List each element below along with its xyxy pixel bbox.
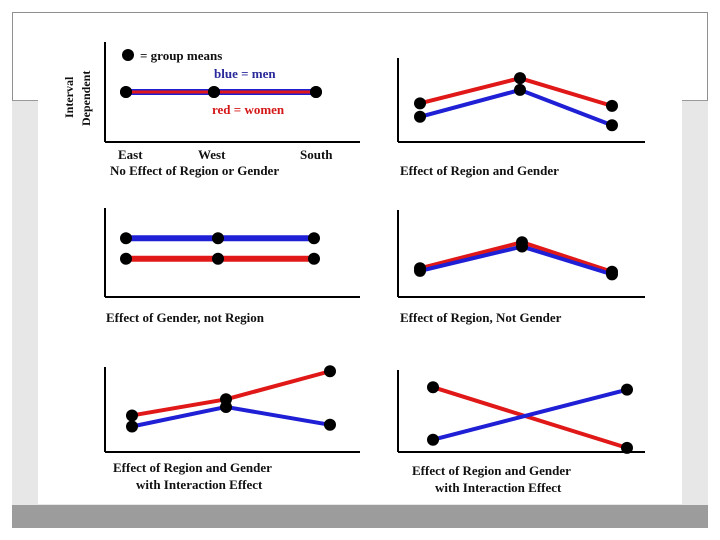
data-point-women: [324, 365, 336, 378]
data-point-women: [208, 86, 220, 98]
data-point-men: [120, 232, 132, 245]
panel-5-title-line-2: with Interaction Effect: [136, 477, 263, 492]
ylabel-line-1: Interval: [62, 76, 76, 118]
data-point-men: [212, 232, 224, 245]
data-point-women: [414, 97, 426, 110]
divider-left: [12, 100, 38, 101]
legend-marker-icon: [122, 49, 134, 61]
data-point-women: [308, 252, 320, 265]
panel-5-title: Effect of Region and Gender with Interac…: [113, 460, 272, 492]
data-point-men: [414, 264, 426, 277]
panel-6-title: Effect of Region and Gender with Interac…: [412, 463, 571, 495]
panel-6-title-line-1: Effect of Region and Gender: [412, 463, 571, 478]
divider-right: [682, 100, 708, 101]
data-point-women: [120, 86, 132, 98]
panel-1-title: No Effect of Region or Gender: [110, 163, 279, 178]
data-point-men: [126, 420, 138, 433]
data-point-women: [212, 252, 224, 265]
markers-layer: [120, 72, 633, 454]
x-tick-label: South: [300, 147, 333, 162]
series-line-women: [432, 385, 628, 450]
data-point-men: [427, 433, 439, 446]
x-tick-label: East: [118, 147, 143, 162]
data-point-women: [606, 99, 618, 112]
panel-3-title: Effect of Gender, not Region: [106, 310, 265, 325]
x-tick-label: West: [198, 147, 226, 162]
data-point-women: [310, 86, 322, 98]
panel-1-ylabel: Interval Dependent: [62, 71, 93, 126]
data-point-men: [220, 400, 232, 413]
data-point-men: [514, 83, 526, 96]
series-layer: [126, 76, 628, 450]
panel-5-title-line-1: Effect of Region and Gender: [113, 460, 272, 475]
data-point-women: [514, 72, 526, 85]
panel-1-xticks: East West South: [118, 147, 333, 162]
panel-6-title-line-2: with Interaction Effect: [435, 480, 562, 495]
data-point-men: [308, 232, 320, 245]
series-line-men: [432, 387, 628, 442]
data-point-men: [606, 119, 618, 132]
panel-1-legend: = group means blue = men red = women: [122, 48, 285, 117]
data-point-men: [606, 268, 618, 281]
data-point-women: [126, 409, 138, 422]
legend-women-label: red = women: [212, 102, 285, 117]
data-point-men: [621, 383, 633, 396]
ylabel-line-2: Dependent: [79, 71, 93, 126]
data-point-women: [621, 441, 633, 454]
panel-4-title: Effect of Region, Not Gender: [400, 310, 562, 325]
axes-layer: [104, 42, 645, 453]
legend-marker-label: = group means: [140, 48, 222, 63]
legend-men-label: blue = men: [214, 66, 276, 81]
panel-2-title: Effect of Region and Gender: [400, 163, 559, 178]
footer-bar: [12, 505, 708, 528]
data-point-men: [324, 418, 336, 431]
data-point-men: [414, 110, 426, 123]
data-point-men: [516, 240, 528, 253]
data-point-women: [427, 381, 439, 394]
figure-panel: [38, 38, 682, 504]
data-point-women: [120, 252, 132, 265]
